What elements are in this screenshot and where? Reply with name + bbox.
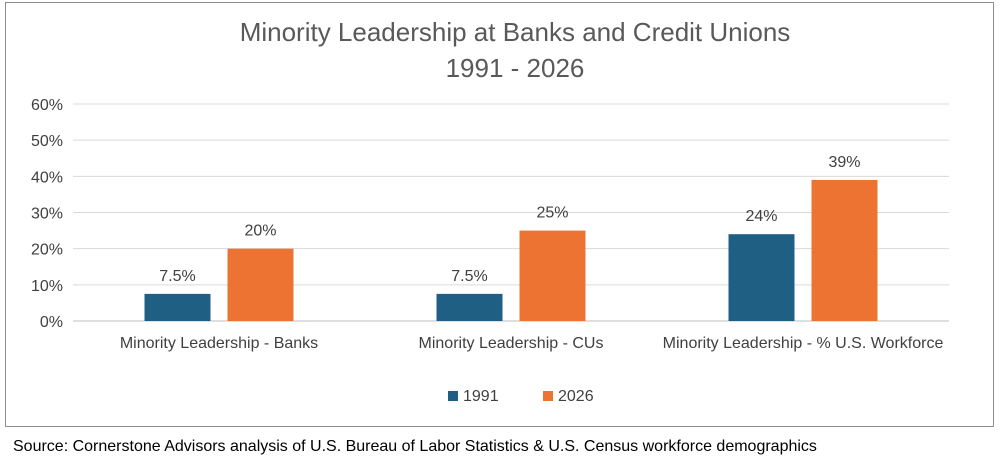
y-tick-label: 30% — [31, 206, 63, 223]
chart-title-line-2: 1991 - 2026 — [446, 53, 585, 83]
bar-2026-1 — [227, 248, 294, 321]
y-tick-label: 60% — [31, 97, 63, 114]
legend-label: 2026 — [558, 388, 594, 405]
y-tick-label: 50% — [31, 133, 63, 150]
category-label: Minority Leadership - % U.S. Workforce — [663, 335, 944, 352]
data-label: 7.5% — [451, 268, 487, 285]
y-tick-label: 20% — [31, 242, 63, 259]
chart-frame: Minority Leadership at Banks and Credit … — [5, 2, 994, 427]
bar-2026-3 — [811, 179, 878, 321]
legend-label: 1991 — [463, 388, 499, 405]
y-tick-label: 0% — [40, 314, 63, 331]
bar-1991-2 — [436, 293, 503, 321]
y-tick-label: 10% — [31, 278, 63, 295]
source-note: Source: Cornerstone Advisors analysis of… — [13, 438, 817, 455]
category-label: Minority Leadership - Banks — [120, 335, 318, 352]
y-tick-label: 40% — [31, 169, 63, 186]
bar-1991-1 — [144, 293, 211, 321]
bar-chart: Minority Leadership at Banks and Credit … — [31, 17, 949, 405]
chart-title-line-1: Minority Leadership at Banks and Credit … — [240, 17, 791, 47]
legend-swatch-2026 — [543, 391, 553, 401]
data-label: 7.5% — [159, 268, 195, 285]
bar-2026-2 — [519, 230, 586, 321]
legend-swatch-1991 — [448, 391, 458, 401]
data-label: 39% — [828, 154, 860, 171]
data-label: 20% — [244, 223, 276, 240]
bar-1991-3 — [728, 234, 795, 321]
data-label: 25% — [536, 205, 568, 222]
category-label: Minority Leadership - CUs — [419, 335, 604, 352]
data-label: 24% — [745, 208, 777, 225]
